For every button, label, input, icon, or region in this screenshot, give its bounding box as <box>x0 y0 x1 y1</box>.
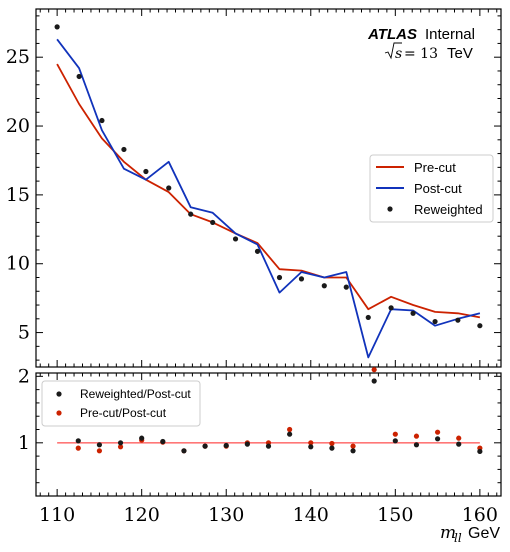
ratio-point-reweighted-post-cut <box>160 438 166 445</box>
y-tick-label: 10 <box>6 253 30 275</box>
ratio-point-reweighted-post-cut <box>434 436 441 442</box>
point-reweighted <box>455 317 461 323</box>
ratio-point-pre-cut-post-cut <box>456 435 462 441</box>
main-legend-frame <box>369 154 494 223</box>
y-tick-label: 25 <box>6 46 30 68</box>
x-tick-label: 110 <box>39 504 75 526</box>
ratio-point-reweighted-post-cut <box>392 438 398 444</box>
ratio-y-tick-label: 2 <box>18 365 30 387</box>
x-tick-label: 140 <box>293 504 329 526</box>
point-reweighted <box>99 117 105 124</box>
ratio-point-pre-cut-post-cut <box>434 429 441 435</box>
main-legend: Pre-cut Post-cut Reweighted <box>369 154 494 223</box>
main-marks <box>54 24 483 359</box>
point-reweighted <box>410 310 416 316</box>
ratio-point-pre-cut-post-cut <box>392 431 398 437</box>
atlas-label: ATLAS Internal <box>367 26 475 43</box>
ratio-legend-frame <box>41 380 201 427</box>
ratio-legend: Reweighted/Post-cut Pre-cut/Post-cut <box>41 380 201 427</box>
energy-unit: TeV <box>447 45 473 62</box>
ratio-point-pre-cut-post-cut <box>287 426 293 433</box>
ratio-marks <box>57 367 483 455</box>
legend-label-postcut: Post-cut <box>414 181 462 196</box>
main-ticks: 5 10 15 20 25 <box>6 9 501 367</box>
energy-s: s <box>395 46 402 62</box>
y-tick-label: 5 <box>18 322 30 344</box>
y-tick-label: 15 <box>6 184 30 206</box>
ratio-point-pre-cut-post-cut <box>413 433 420 439</box>
point-reweighted <box>321 283 327 289</box>
point-reweighted <box>188 211 194 217</box>
x-axis-label: m ll GeV <box>440 523 500 545</box>
ratio-point-pre-cut-post-cut <box>117 444 124 450</box>
point-reweighted <box>432 318 438 325</box>
point-reweighted <box>210 219 216 226</box>
ratio-point-reweighted-post-cut <box>308 444 314 450</box>
sqrt-symbol <box>384 42 402 60</box>
ratio-point-reweighted-post-cut <box>477 448 483 455</box>
point-reweighted <box>54 24 60 30</box>
ratio-point-reweighted-post-cut <box>244 441 250 447</box>
ratio-point-pre-cut-post-cut <box>96 448 103 454</box>
point-reweighted <box>143 168 149 175</box>
legend-label-precut: Pre-cut <box>414 160 456 175</box>
legend-marker-pre-post <box>56 410 62 416</box>
ratio-point-pre-cut-post-cut <box>329 440 335 447</box>
point-reweighted <box>276 274 283 281</box>
legend-label-reweighted: Reweighted <box>414 202 483 217</box>
energy-value: = 13 <box>404 46 438 62</box>
point-reweighted <box>121 146 127 153</box>
point-reweighted <box>298 276 305 282</box>
ratio-point-reweighted-post-cut <box>223 442 229 449</box>
x-tick-label: 160 <box>462 504 498 526</box>
x-tick-label: 130 <box>208 504 244 526</box>
ratio-panel: 1 2 110 120 130 140 150 160 Reweighted/Post-cut… <box>18 365 502 545</box>
legend-marker-reweighted <box>387 206 393 212</box>
x-axis-label-symbol: m <box>440 523 456 543</box>
ratio-ticks: 1 2 110 120 130 140 150 160 <box>18 365 501 526</box>
point-reweighted <box>477 323 483 329</box>
ratio-point-pre-cut-post-cut <box>371 367 377 373</box>
x-tick-label: 120 <box>124 504 160 526</box>
main-panel: 5 10 15 20 25 ATLAS Internal s = 13 TeV Pre-… <box>6 8 502 368</box>
ratio-point-reweighted-post-cut <box>117 440 124 446</box>
ratio-point-reweighted-post-cut <box>96 442 103 448</box>
legend-label-rw-post: Reweighted/Post-cut <box>80 387 191 401</box>
atlas-annotation: ATLAS Internal s = 13 TeV <box>367 26 475 62</box>
ratio-point-reweighted-post-cut <box>181 448 187 454</box>
ratio-point-reweighted-post-cut <box>371 378 377 384</box>
point-reweighted <box>76 73 82 80</box>
ratio-point-reweighted-post-cut <box>456 441 462 447</box>
x-axis-label-unit: GeV <box>468 525 500 542</box>
atlas-status: Internal <box>425 26 475 43</box>
x-axis-label-subscript: ll <box>454 531 462 545</box>
ratio-point-reweighted-post-cut <box>287 431 293 437</box>
ratio-y-tick-label: 1 <box>18 432 30 454</box>
point-reweighted <box>232 236 239 242</box>
ratio-point-reweighted-post-cut <box>329 445 335 451</box>
ratio-point-reweighted-post-cut <box>139 435 145 441</box>
point-reweighted <box>166 185 172 191</box>
ratio-point-reweighted-post-cut <box>350 448 356 454</box>
point-reweighted <box>343 284 349 290</box>
energy-label: s = 13 TeV <box>384 42 473 62</box>
ratio-point-reweighted-post-cut <box>413 442 420 448</box>
point-reweighted <box>254 248 261 254</box>
atlas-experiment: ATLAS <box>367 26 417 43</box>
legend-label-pre-post: Pre-cut/Post-cut <box>80 406 167 420</box>
ratio-point-reweighted-post-cut <box>202 443 208 449</box>
series-line-pre-cut <box>56 63 481 319</box>
legend-marker-rw-post <box>56 391 62 397</box>
ratio-point-reweighted-post-cut <box>265 443 272 449</box>
ratio-point-pre-cut-post-cut <box>350 443 356 449</box>
ratio-point-pre-cut-post-cut <box>308 440 314 446</box>
series-line-post-cut <box>56 38 481 359</box>
point-reweighted <box>388 305 394 311</box>
ratio-point-reweighted-post-cut <box>75 438 81 444</box>
point-reweighted <box>365 314 371 321</box>
x-tick-label: 150 <box>377 504 413 526</box>
ratio-point-pre-cut-post-cut <box>75 445 81 451</box>
y-tick-label: 20 <box>6 115 30 137</box>
